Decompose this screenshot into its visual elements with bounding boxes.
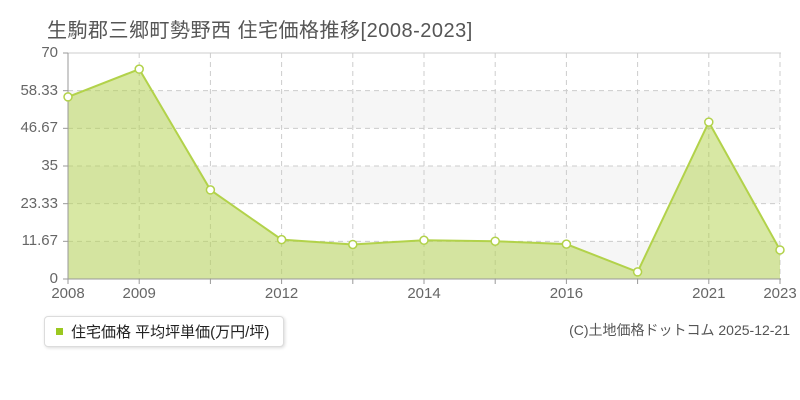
data-point-marker[interactable] bbox=[419, 235, 429, 246]
data-point-marker[interactable] bbox=[775, 245, 785, 255]
data-point-marker[interactable] bbox=[63, 92, 73, 102]
y-axis-tick-label: 70 bbox=[41, 44, 58, 61]
x-axis-tick-label: 2008 bbox=[51, 285, 85, 302]
x-axis-tick-label: 2023 bbox=[763, 285, 797, 302]
y-axis-tick-label: 58.33 bbox=[20, 81, 58, 99]
data-point-marker[interactable] bbox=[561, 239, 572, 249]
y-axis-tick-label: 46.67 bbox=[20, 119, 58, 137]
y-axis-tick-label: 23.33 bbox=[20, 194, 58, 212]
x-axis-tick-label: 2009 bbox=[122, 285, 156, 302]
y-axis-tick-label: 35 bbox=[41, 157, 58, 174]
legend-series-label: 住宅価格 平均坪単価(万円/坪) bbox=[71, 324, 270, 341]
legend-series-marker-icon bbox=[56, 328, 63, 335]
x-axis-tick-label: 2016 bbox=[549, 285, 584, 302]
data-point-marker[interactable] bbox=[205, 185, 216, 195]
data-point-marker[interactable] bbox=[348, 239, 358, 250]
y-axis-tick-label: 11.67 bbox=[21, 232, 58, 250]
y-axis-tick-label: 0 bbox=[49, 270, 58, 287]
chart-title: 生駒郡三郷町勢野西 住宅価格推移[2008-2023] bbox=[47, 20, 473, 42]
x-axis-tick-label: 2012 bbox=[264, 285, 299, 302]
x-axis-tick-label: 2014 bbox=[407, 285, 441, 302]
data-point-marker[interactable] bbox=[632, 267, 643, 277]
copyright-credit: (C)土地価格ドットコム 2025-12-21 bbox=[569, 322, 790, 338]
x-axis-tick-label: 2021 bbox=[692, 285, 726, 302]
data-point-marker[interactable] bbox=[490, 236, 500, 246]
data-point-marker[interactable] bbox=[276, 234, 287, 245]
data-point-marker[interactable] bbox=[134, 64, 144, 74]
legend: 住宅価格 平均坪単価(万円/坪) bbox=[44, 316, 285, 347]
data-point-marker[interactable] bbox=[704, 117, 714, 127]
price-area-fill bbox=[68, 69, 780, 280]
